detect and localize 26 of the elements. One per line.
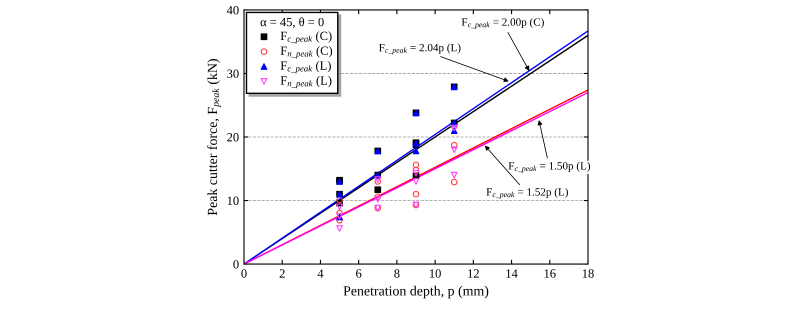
y-tick-label: 30 <box>227 70 239 78</box>
y-tick-label: 10 <box>228 196 239 205</box>
x-tick-label: 12 <box>468 269 479 278</box>
annotation: F$_{c_peak}$ = 2.04p (L) <box>378 44 461 54</box>
x-tick-label: 8 <box>394 269 400 278</box>
legend-label: F$_{n_peak}$ (L) <box>280 76 332 88</box>
annotation: F$_{c_peak}$ = 1.52p (L) <box>486 188 568 199</box>
annotation: F$_{c_peak}$ = 2.00p (C) <box>462 18 544 29</box>
annotation: F$_{c_peak}$ = 1.50p (L) <box>508 162 590 173</box>
legend-label: F$_{n_peak}$ (C) <box>280 46 332 58</box>
y-tick-label: 40 <box>226 6 239 14</box>
y-axis-title: Peak cutter force, F$_{peak}$ (kN) <box>207 59 221 216</box>
x-tick-label: 4 <box>318 269 324 278</box>
x-tick-label: 6 <box>356 269 362 278</box>
legend-label: F$_{c_peak}$ (L) <box>280 61 331 74</box>
x-tick-label: 10 <box>430 269 441 278</box>
x-tick-label: 14 <box>506 269 518 278</box>
x-tick-label: 2 <box>280 269 285 278</box>
x-tick-label: 0 <box>241 269 247 278</box>
y-tick-label: 0 <box>233 260 239 268</box>
x-tick-label: 18 <box>582 269 594 278</box>
y-tick-label: 20 <box>227 133 239 142</box>
legend-title: α = 45, θ = 0 <box>260 17 324 28</box>
legend-label: F$_{c_peak}$ (C) <box>280 31 332 44</box>
x-tick-label: 16 <box>544 269 556 278</box>
x-axis-title: Penetration depth, p (mm) <box>344 286 488 298</box>
